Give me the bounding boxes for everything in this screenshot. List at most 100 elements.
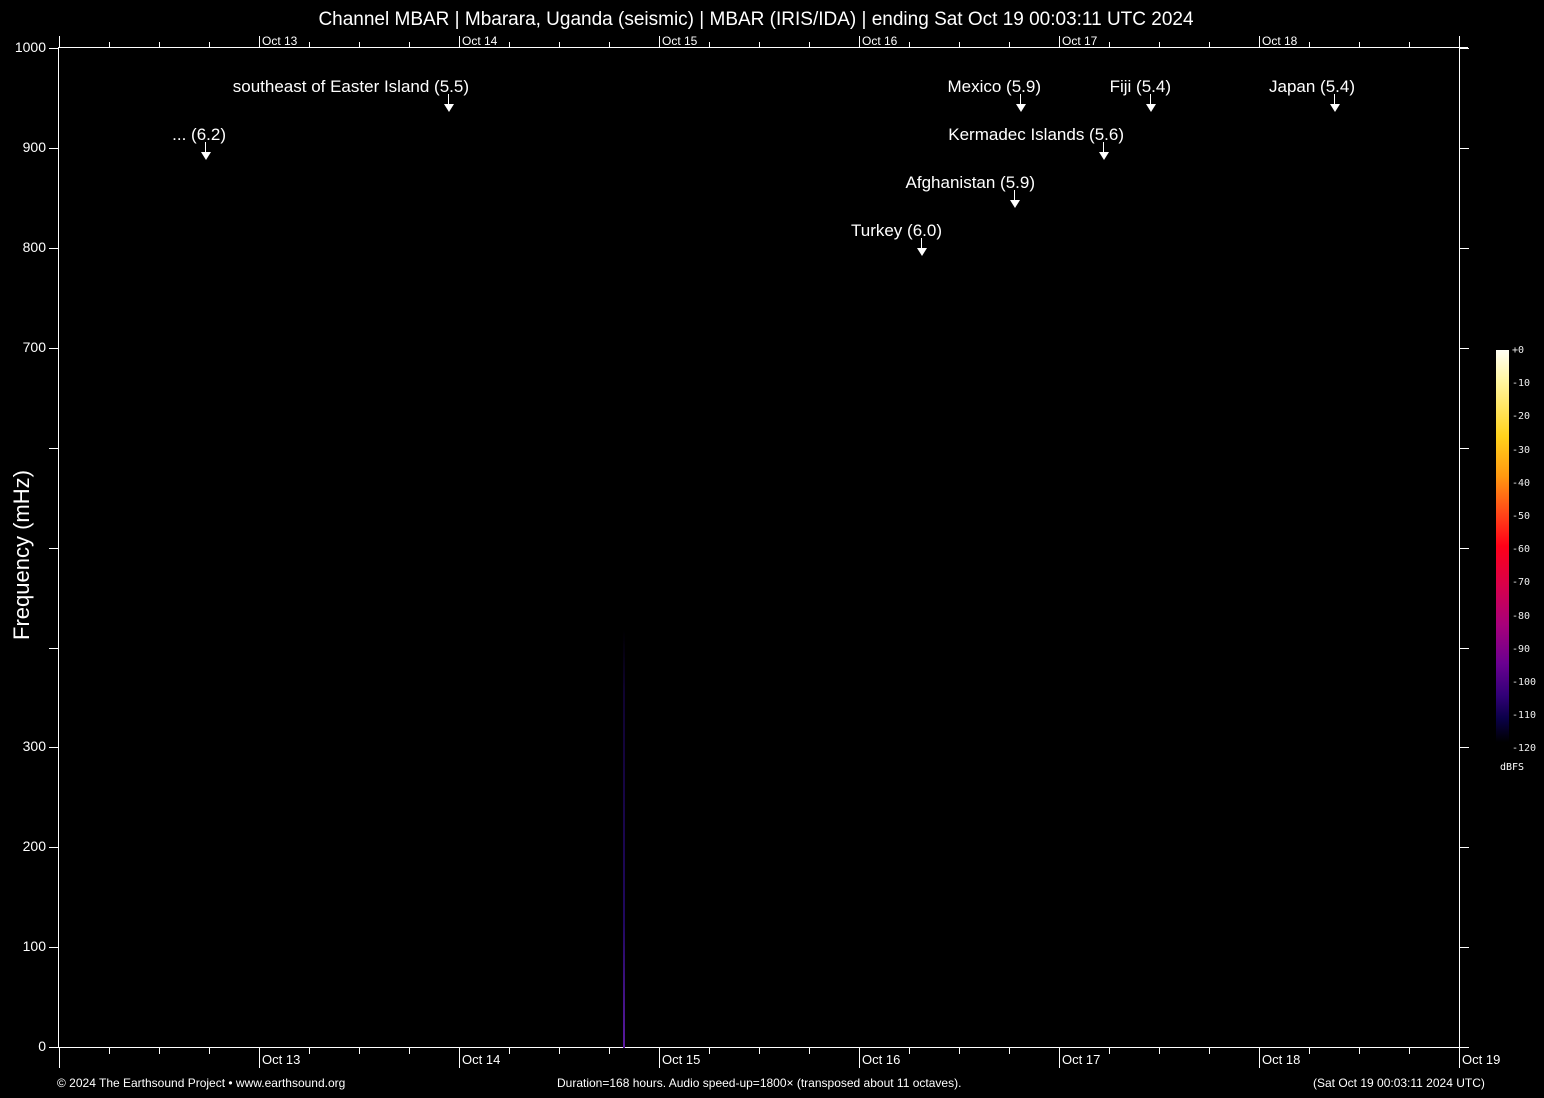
- x-minor-tick-top: [209, 42, 210, 47]
- x-minor-tick-top: [309, 42, 310, 47]
- x-minor-tick-bottom: [559, 1048, 560, 1054]
- y-tick-right: [1460, 548, 1469, 549]
- y-tick-right: [1460, 1047, 1469, 1048]
- x-date-label-top: Oct 13: [262, 34, 298, 48]
- y-tick-left: [49, 947, 58, 948]
- x-minor-tick-bottom: [759, 1048, 760, 1054]
- x-date-label-bottom: Oct 18: [1262, 1052, 1301, 1067]
- x-major-tick-top: [1059, 36, 1060, 47]
- colorbar-tick-label: -80: [1512, 610, 1531, 622]
- y-tick-label: 800: [22, 239, 46, 255]
- x-major-tick-bottom: [859, 1048, 860, 1068]
- x-date-label-top: Oct 14: [462, 34, 498, 48]
- x-minor-tick-top: [959, 42, 960, 47]
- arrow-head-icon: [1099, 152, 1109, 160]
- x-minor-tick-bottom: [309, 1048, 310, 1054]
- x-date-label-bottom: Oct 13: [262, 1052, 301, 1067]
- x-minor-tick-top: [1209, 42, 1210, 47]
- x-minor-tick-bottom: [709, 1048, 710, 1054]
- spectrogram-signal-streak: [623, 630, 625, 1048]
- y-tick-right: [1460, 248, 1469, 249]
- colorbar-unit: dBFS: [1500, 762, 1525, 773]
- x-major-tick-bottom: [659, 1048, 660, 1068]
- arrow-down-icon: [448, 94, 449, 106]
- arrow-head-icon: [444, 104, 454, 112]
- colorbar-tick-label: -90: [1512, 643, 1531, 655]
- footer-copyright: © 2024 The Earthsound Project • www.eart…: [57, 1076, 346, 1090]
- y-tick-right: [1460, 448, 1469, 449]
- x-minor-tick-bottom: [359, 1048, 360, 1054]
- x-major-tick-top: [259, 36, 260, 47]
- x-minor-tick-top: [509, 42, 510, 47]
- x-minor-tick-top: [359, 42, 360, 47]
- x-major-tick-bottom: [59, 1048, 60, 1068]
- x-minor-tick-top: [909, 42, 910, 47]
- x-date-label-bottom: Oct 19: [1462, 1052, 1501, 1067]
- x-minor-tick-top: [559, 42, 560, 47]
- y-tick-right: [1460, 947, 1469, 948]
- x-minor-tick-top: [409, 42, 410, 47]
- x-minor-tick-bottom: [609, 1048, 610, 1054]
- x-minor-tick-bottom: [1109, 1048, 1110, 1054]
- event-label: Mexico (5.9): [947, 77, 1041, 96]
- y-tick-label: 100: [22, 938, 46, 954]
- x-minor-tick-top: [1409, 42, 1410, 47]
- event-label: Fiji (5.4): [1109, 77, 1171, 96]
- x-date-label-top: Oct 18: [1262, 34, 1298, 48]
- x-minor-tick-top: [159, 42, 160, 47]
- colorbar-tick-label: -20: [1512, 411, 1531, 423]
- x-minor-tick-top: [759, 42, 760, 47]
- y-tick-right: [1460, 648, 1469, 649]
- y-tick-left: [49, 548, 58, 549]
- y-tick-right: [1460, 348, 1469, 349]
- x-date-label-bottom: Oct 16: [862, 1052, 901, 1067]
- x-date-label-bottom: Oct 17: [1062, 1052, 1101, 1067]
- y-tick-left: [49, 148, 58, 149]
- x-minor-tick-bottom: [1409, 1048, 1410, 1054]
- plot-top-border: [58, 47, 1468, 48]
- x-minor-tick-bottom: [109, 1048, 110, 1054]
- plot-bottom-border: [58, 1047, 1468, 1048]
- x-major-tick-bottom: [1059, 1048, 1060, 1068]
- x-minor-tick-bottom: [209, 1048, 210, 1054]
- arrow-head-icon: [1010, 200, 1020, 208]
- colorbar-tick-label: -120: [1512, 743, 1537, 755]
- event-label: Turkey (6.0): [850, 221, 942, 240]
- event-label: southeast of Easter Island (5.5): [232, 77, 469, 96]
- colorbar-tick-label: +0: [1512, 345, 1525, 356]
- y-tick-left: [49, 747, 58, 748]
- x-minor-tick-bottom: [159, 1048, 160, 1054]
- x-minor-tick-top: [1309, 42, 1310, 47]
- colorbar-tick-label: -50: [1512, 511, 1531, 522]
- x-minor-tick-top: [109, 42, 110, 47]
- arrow-down-icon: [1014, 190, 1015, 202]
- x-major-tick-top: [1459, 36, 1460, 47]
- plot-left-border: [58, 47, 59, 1048]
- x-major-tick-top: [459, 36, 460, 47]
- x-major-tick-bottom: [1259, 1048, 1260, 1068]
- x-date-label-top: Oct 16: [862, 34, 898, 48]
- x-minor-tick-bottom: [909, 1048, 910, 1054]
- y-tick-label: 300: [22, 738, 46, 754]
- event-label: Japan (5.4): [1269, 77, 1355, 96]
- y-tick-right: [1460, 747, 1469, 748]
- colorbar-tick-label: -10: [1512, 378, 1531, 390]
- chart-title: Channel MBAR | Mbarara, Uganda (seismic)…: [318, 9, 1194, 30]
- x-minor-tick-bottom: [809, 1048, 810, 1054]
- arrow-down-icon: [1103, 142, 1104, 154]
- arrow-down-icon: [1020, 94, 1021, 106]
- colorbar-tick-label: -110: [1512, 710, 1537, 722]
- y-tick-label: 900: [22, 139, 46, 155]
- x-date-label-top: Oct 17: [1062, 34, 1098, 48]
- y-axis-label: Frequency (mHz): [9, 470, 34, 640]
- x-minor-tick-top: [1009, 42, 1010, 47]
- colorbar-tick-label: -40: [1512, 477, 1531, 489]
- x-major-tick-top: [1259, 36, 1260, 47]
- colorbar-tick-label: -70: [1512, 577, 1531, 589]
- y-tick-left: [49, 1047, 58, 1048]
- y-tick-label: 200: [22, 838, 46, 854]
- y-tick-left: [49, 48, 58, 49]
- arrow-down-icon: [1334, 94, 1335, 106]
- arrow-down-icon: [921, 238, 922, 250]
- y-tick-left: [49, 448, 58, 449]
